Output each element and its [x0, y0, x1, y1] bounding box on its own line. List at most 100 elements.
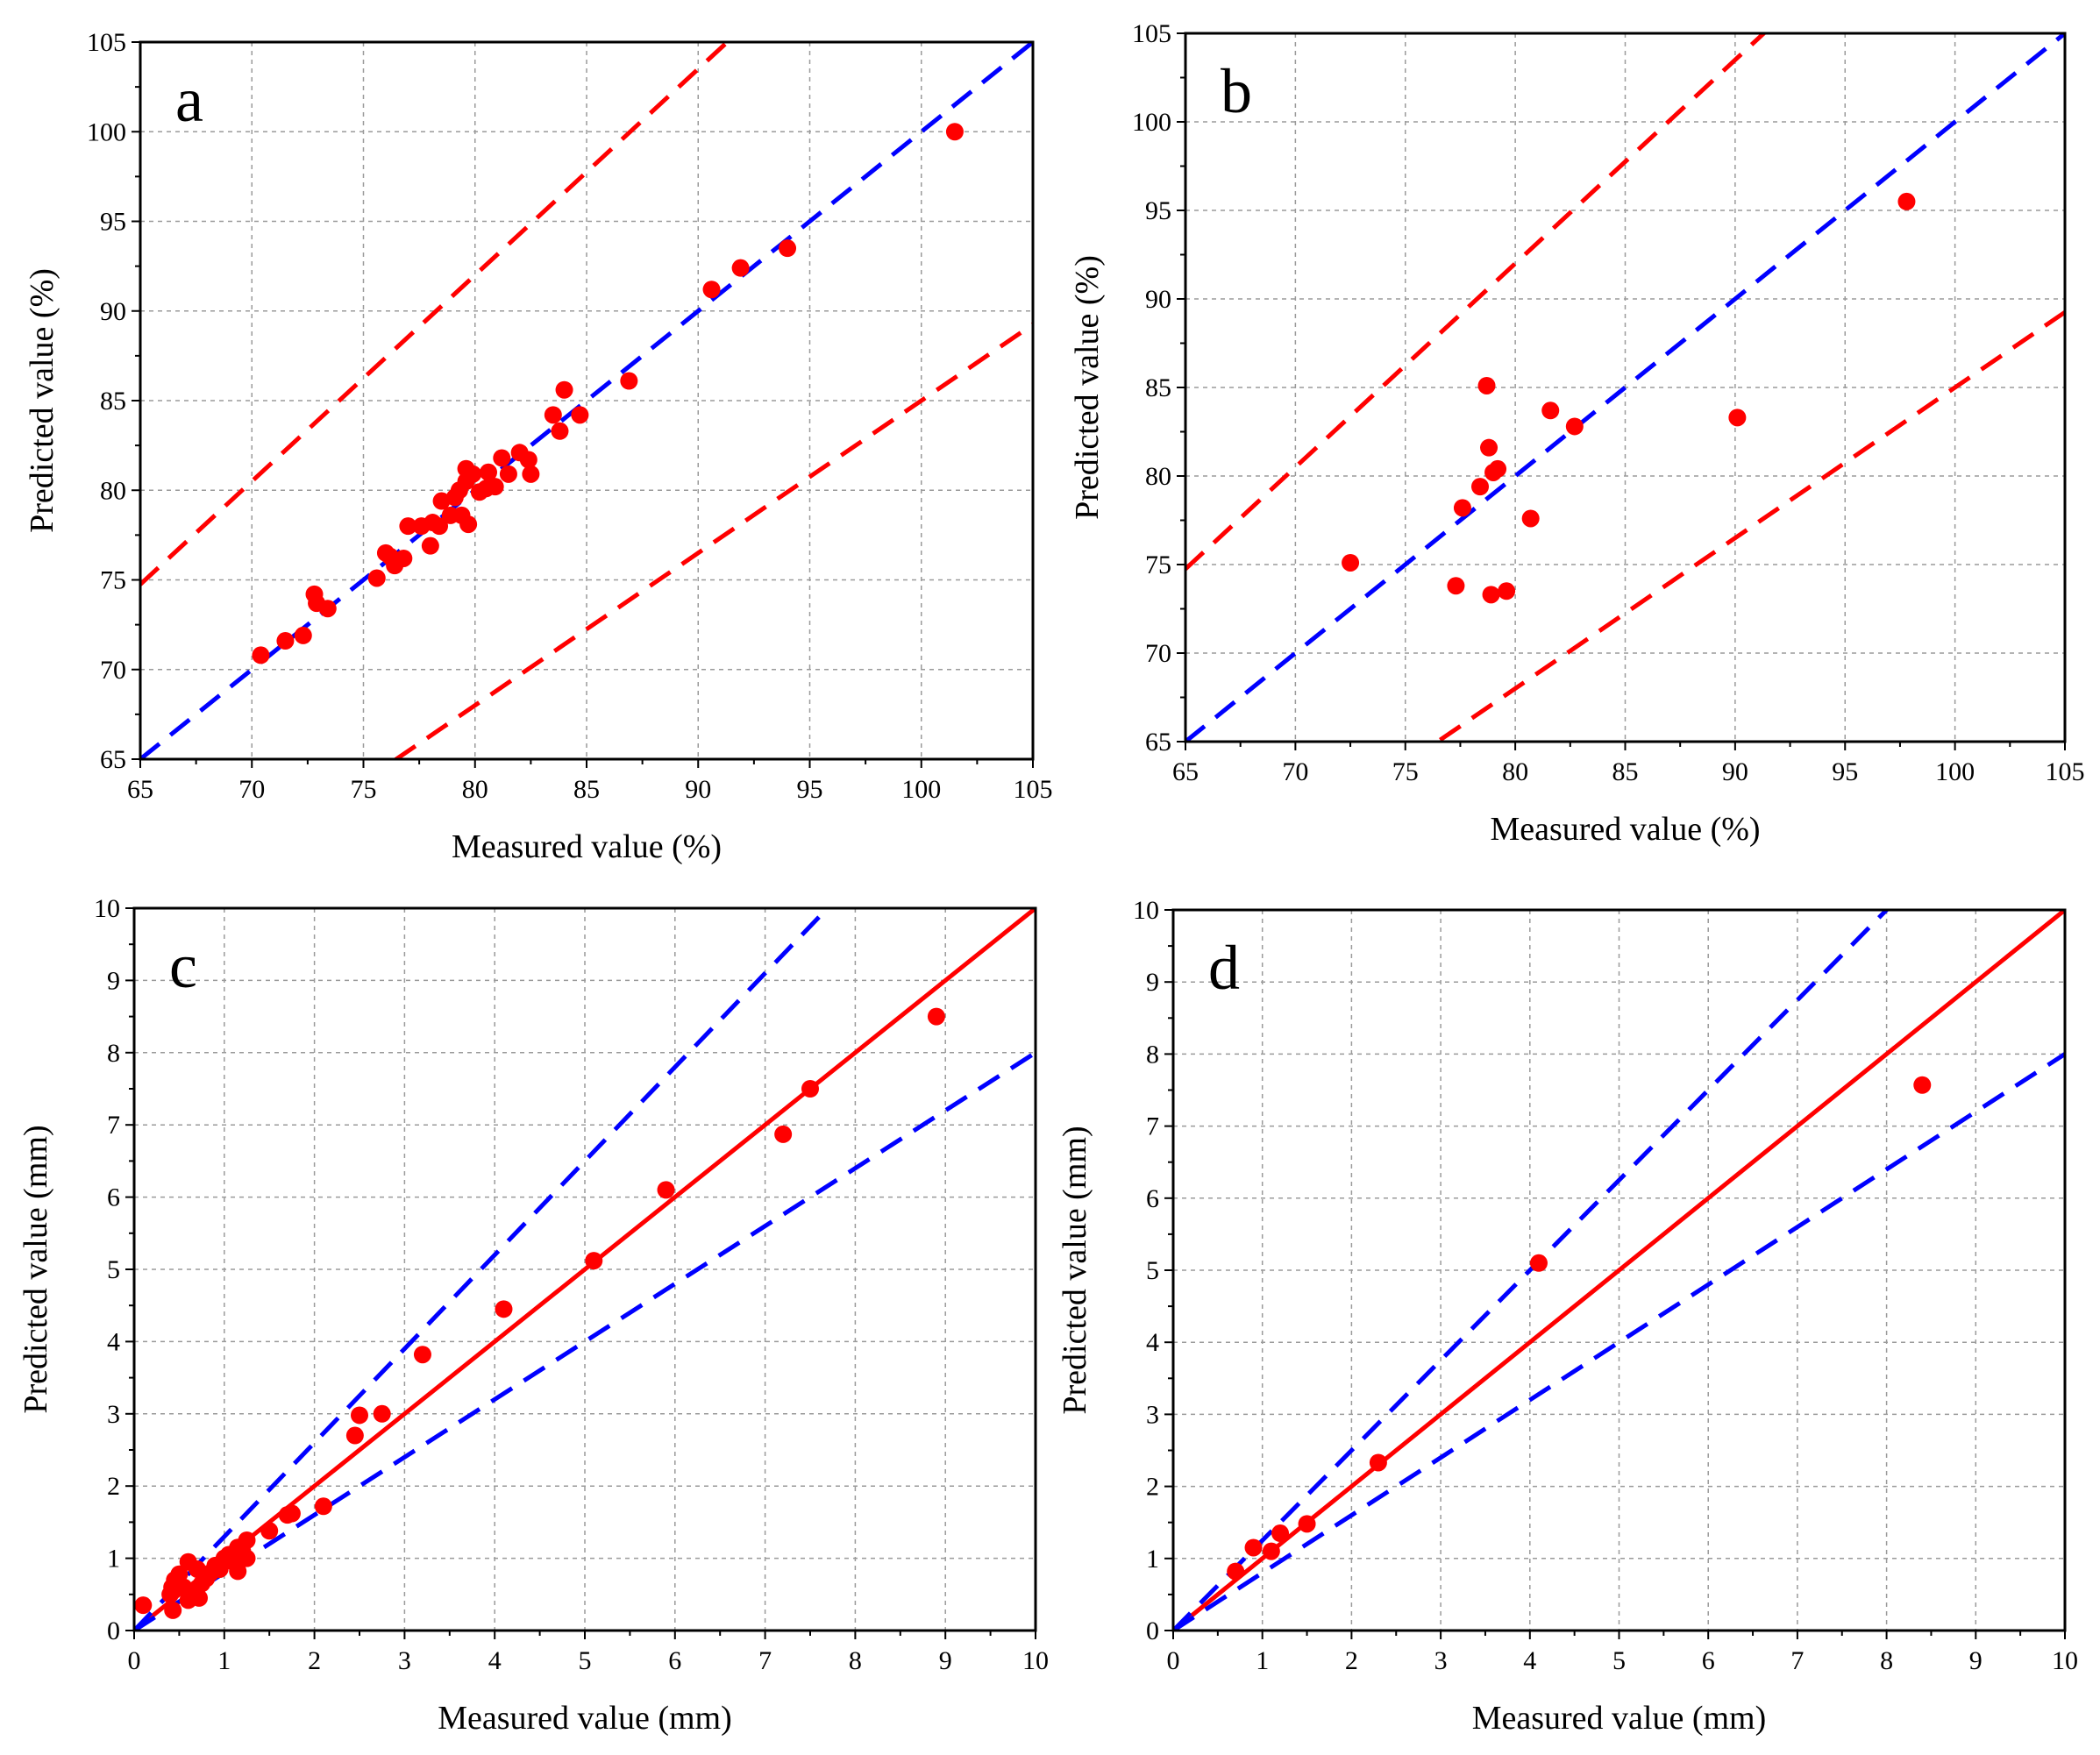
data-point	[1728, 409, 1747, 427]
data-point	[373, 1404, 391, 1423]
data-point	[1498, 582, 1516, 600]
data-point	[367, 569, 386, 587]
y-tick-label: 80	[100, 476, 126, 505]
reference-line	[1185, 33, 2065, 742]
grid	[140, 42, 1033, 759]
y-axis-label: Predicted value (%)	[1069, 255, 1106, 520]
data-point	[1227, 1562, 1245, 1581]
data-points	[1227, 1076, 1932, 1581]
data-point	[318, 600, 337, 618]
data-point	[1482, 586, 1500, 604]
x-tick-label: 95	[797, 775, 823, 804]
data-point	[238, 1531, 256, 1549]
data-point	[432, 492, 451, 510]
y-tick-label: 95	[100, 208, 126, 237]
data-point	[464, 465, 482, 483]
data-point	[620, 372, 638, 390]
y-tick-label: 7	[1146, 1112, 1159, 1141]
reference-line	[1185, 33, 1768, 571]
x-tick-label: 3	[398, 1646, 411, 1675]
y-tick-label: 7	[107, 1111, 120, 1140]
data-point	[134, 1596, 153, 1615]
y-tick-label: 85	[1145, 373, 1171, 402]
data-point	[927, 1007, 945, 1026]
data-point	[779, 239, 797, 258]
reference-lines	[1173, 910, 2065, 1631]
x-axis-label: Measured value (mm)	[438, 1700, 732, 1737]
y-tick-label: 8	[1146, 1040, 1159, 1069]
x-tick-label: 10	[1022, 1646, 1049, 1675]
panel-label: a	[175, 65, 203, 135]
x-tick-label: 8	[849, 1646, 862, 1675]
data-point	[164, 1601, 182, 1619]
x-tick-label: 100	[1935, 757, 1975, 786]
x-tick-label: 70	[1282, 757, 1308, 786]
reference-line	[1173, 910, 1890, 1631]
data-point	[519, 451, 537, 469]
x-tick-label: 100	[901, 775, 941, 804]
y-tick-label: 2	[107, 1472, 120, 1501]
data-point	[544, 406, 562, 424]
reference-line	[134, 908, 831, 1631]
x-tick-label: 95	[1832, 757, 1858, 786]
panel-label: b	[1221, 56, 1252, 126]
data-point	[585, 1252, 603, 1270]
panel-label: c	[169, 931, 197, 1001]
axes: 65 70 75 80 85 90 95 100 105 65 70 75 80 85 90 95 100 105	[1132, 19, 2085, 786]
data-point	[1471, 478, 1490, 496]
data-point	[774, 1125, 793, 1143]
data-point	[801, 1080, 819, 1098]
y-tick-label: 65	[1145, 728, 1171, 757]
data-point	[1541, 401, 1560, 420]
data-point	[702, 281, 721, 299]
x-tick-label: 0	[128, 1646, 141, 1675]
reference-line	[1173, 1052, 2065, 1631]
y-tick-label: 4	[107, 1327, 120, 1356]
y-tick-label: 5	[107, 1255, 120, 1284]
data-point	[260, 1522, 279, 1540]
data-point	[229, 1562, 247, 1581]
data-point	[480, 463, 498, 481]
x-tick-label: 4	[488, 1646, 502, 1675]
data-point	[555, 380, 573, 399]
x-tick-label: 1	[1256, 1646, 1269, 1675]
data-point	[459, 515, 478, 534]
x-tick-label: 3	[1434, 1646, 1448, 1675]
axes: 0 1 2 3 4 5 6 7 8 9 10 0 1 2 3 4 5 6 7 8 9 10	[1133, 896, 2078, 1675]
x-tick-label: 6	[1702, 1646, 1715, 1675]
data-point	[345, 1426, 364, 1445]
data-point	[351, 1406, 368, 1425]
data-points	[1342, 192, 1916, 604]
x-tick-label: 0	[1167, 1646, 1180, 1675]
y-tick-label: 3	[107, 1400, 120, 1429]
x-tick-label: 90	[1722, 757, 1748, 786]
data-point	[1489, 459, 1507, 478]
data-point	[1271, 1524, 1290, 1543]
y-tick-label: 100	[87, 117, 126, 146]
y-tick-label: 100	[1132, 108, 1171, 137]
data-point	[1447, 577, 1465, 595]
x-tick-label: 80	[1502, 757, 1528, 786]
data-point	[945, 123, 964, 141]
data-point	[421, 536, 439, 555]
y-tick-label: 5	[1146, 1256, 1159, 1285]
x-axis-label: Measured value (mm)	[1472, 1700, 1767, 1737]
y-tick-label: 65	[100, 745, 126, 774]
y-tick-label: 10	[94, 894, 120, 923]
x-tick-label: 6	[668, 1646, 681, 1675]
y-tick-label: 8	[107, 1039, 120, 1068]
data-point	[395, 549, 413, 567]
data-point	[1897, 192, 1916, 210]
x-tick-label: 85	[1612, 757, 1639, 786]
panel-a: 65 70 75 80 85 90 95 100 105 65 70 75 80 85 90 95 100 105…	[24, 28, 1053, 865]
data-point	[1453, 499, 1471, 517]
reference-lines	[140, 42, 1033, 759]
panel-c: 0 1 2 3 4 5 6 7 8 9 10 0 1 2 3 4 5 6 7 8 9 10 Measured value (…	[18, 894, 1049, 1737]
axes: 0 1 2 3 4 5 6 7 8 9 10 0 1 2 3 4 5 6 7 8 9 10	[94, 894, 1049, 1675]
panel-b: 65 70 75 80 85 90 95 100 105 65 70 75 80 85 90 95 100 105…	[1069, 19, 2085, 848]
panel-label: d	[1208, 933, 1240, 1003]
x-tick-label: 2	[1345, 1646, 1358, 1675]
x-tick-label: 75	[1392, 757, 1419, 786]
x-axis-label: Measured value (%)	[452, 828, 722, 865]
data-point	[1244, 1538, 1263, 1557]
